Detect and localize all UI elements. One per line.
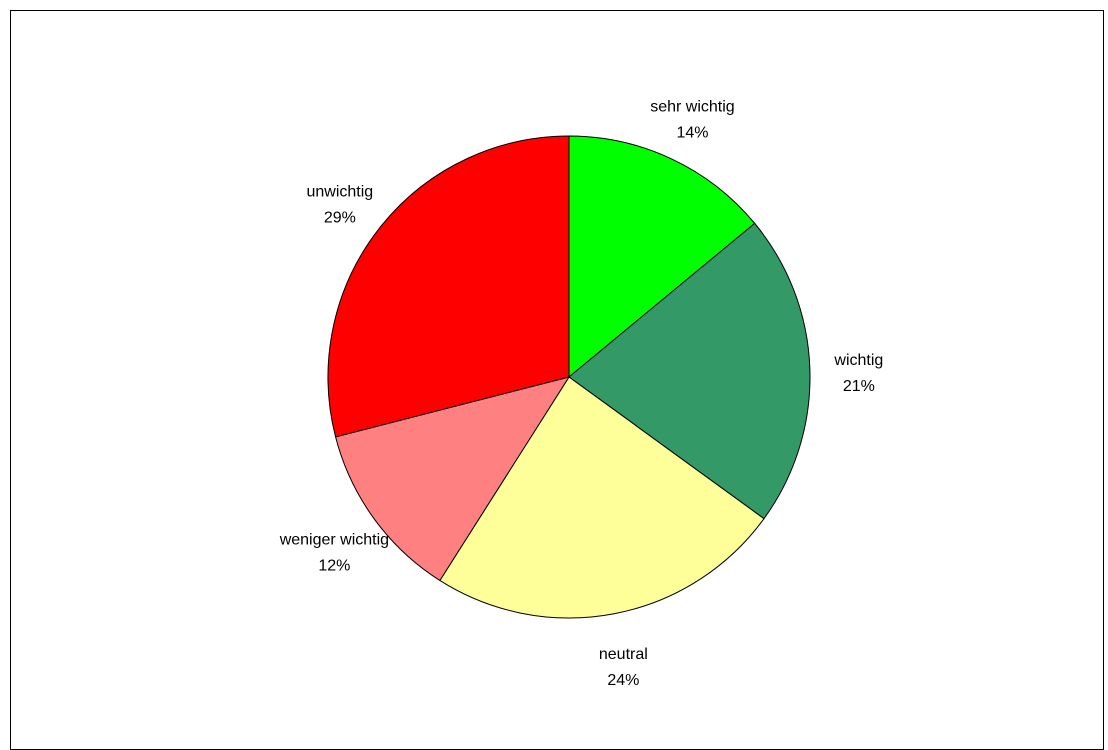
slice-label-neutral: neutral [599,646,648,663]
pie-slice-neutral [439,376,765,619]
pie-slice-unwichtig [327,135,570,438]
slice-label-sehr-wichtig: sehr wichtig [650,99,734,116]
pie-chart: sehr wichtig 14% wichtig 21% neutral 24% wenig… [279,99,884,689]
slice-percent-weniger-wichtig: 12% [318,557,350,574]
slice-label-weniger-wichtig: weniger wichtig [279,531,389,548]
pie-slice-weniger-wichtig [334,376,571,582]
slice-percent-wichtig: 21% [843,378,875,395]
slice-percent-unwichtig: 29% [324,209,356,226]
slice-label-wichtig: wichtig [833,352,883,369]
pie-slice-sehr-wichtig [568,135,756,379]
slice-percent-sehr-wichtig: 14% [676,125,708,142]
slice-label-unwichtig: unwichtig [307,183,374,200]
slice-percent-neutral: 24% [607,672,639,689]
pie-slice-wichtig [568,222,811,520]
